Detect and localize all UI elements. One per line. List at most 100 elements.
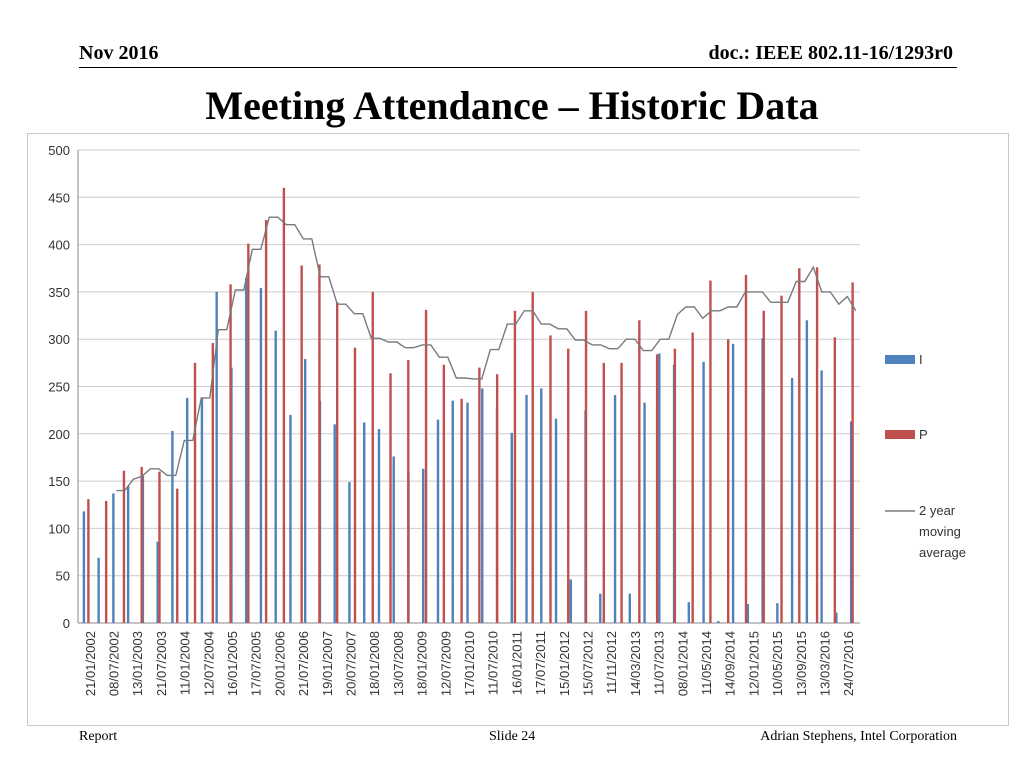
bar-I <box>185 397 189 623</box>
y-tick-label: 150 <box>48 474 70 489</box>
bar-P <box>691 332 694 623</box>
bar-I <box>112 493 115 623</box>
bar-P <box>140 466 143 623</box>
x-tick-label: 17/07/2005 <box>249 631 264 696</box>
x-tick-label: 14/09/2014 <box>723 631 738 696</box>
bar-I <box>687 602 691 623</box>
legend-swatch-p <box>885 430 915 439</box>
bar-I <box>377 429 381 623</box>
bar-P <box>513 310 517 623</box>
bar-I <box>200 397 204 623</box>
bar-I <box>274 330 277 623</box>
bar-I <box>481 388 484 623</box>
bar-P <box>584 310 588 623</box>
y-tick-label: 50 <box>56 569 70 584</box>
bar-I <box>392 456 395 623</box>
bar-I <box>628 593 632 623</box>
x-tick-label: 11/07/2013 <box>652 631 667 695</box>
bar-P <box>353 347 357 623</box>
bar-P <box>424 309 428 623</box>
x-tick-label: 20/07/2007 <box>344 631 359 696</box>
bar-P <box>442 364 446 623</box>
bar-P <box>709 280 712 623</box>
x-tick-label: 10/05/2015 <box>770 631 785 696</box>
bar-P <box>193 362 197 623</box>
y-tick-label: 300 <box>48 332 70 347</box>
bar-P <box>282 187 286 623</box>
x-tick-label: 24/07/2016 <box>841 631 856 696</box>
bar-P <box>389 373 392 623</box>
x-tick-label: 19/01/2007 <box>320 631 335 696</box>
bar-I <box>790 377 794 623</box>
bar-I <box>717 621 720 623</box>
bar-P <box>371 291 374 623</box>
bar-I <box>776 603 779 623</box>
bar-P <box>762 310 765 623</box>
bar-P <box>673 348 677 623</box>
bar-I <box>569 579 572 623</box>
bar-P <box>247 243 250 623</box>
bar-I <box>835 612 838 623</box>
bar-I <box>348 482 351 623</box>
bar-P <box>336 302 339 623</box>
bar-P <box>744 274 748 623</box>
bar-P <box>407 360 410 623</box>
x-tick-label: 17/07/2011 <box>533 631 548 695</box>
legend-label-i: I <box>919 352 923 367</box>
chart-frame <box>27 133 1009 726</box>
bar-I <box>702 361 705 623</box>
x-tick-label: 12/01/2015 <box>746 631 761 696</box>
bar-I <box>82 511 86 623</box>
bar-P <box>318 264 321 623</box>
bar-I <box>451 400 454 623</box>
y-tick-label: 250 <box>48 380 70 395</box>
x-tick-label: 20/01/2006 <box>272 631 287 696</box>
x-tick-label: 13/09/2015 <box>794 631 809 696</box>
moving-average-line <box>116 216 857 492</box>
bar-P <box>655 354 659 623</box>
bar-I <box>525 395 528 623</box>
bar-I <box>510 432 513 623</box>
bar-P <box>104 500 108 623</box>
attendance-chart: 0 50 100 150 200 250 300 350 400 450 500 21/01/2002… <box>48 143 966 696</box>
bar-I <box>97 557 100 623</box>
x-tick-label: 16/01/2005 <box>225 631 240 696</box>
bar-P <box>122 470 126 623</box>
bar-P <box>798 268 801 623</box>
x-tick-label: 11/07/2010 <box>486 631 501 695</box>
bar-I <box>436 419 440 623</box>
bar-I <box>259 288 263 623</box>
bar-I <box>244 277 248 623</box>
y-tick-label: 400 <box>48 238 70 253</box>
slide-number: Slide 24 <box>489 729 536 744</box>
x-tick-label: 13/01/2003 <box>130 631 145 696</box>
bar-P <box>780 295 783 623</box>
footer-left: Report <box>79 729 118 744</box>
bar-P <box>602 362 605 623</box>
legend-label-p: P <box>919 427 928 442</box>
bar-P <box>87 499 90 623</box>
bar-P <box>815 267 819 623</box>
x-tick-label: 14/03/2013 <box>628 631 643 696</box>
bar-P <box>495 374 499 623</box>
bar-I <box>554 418 558 623</box>
bar-P <box>727 339 730 623</box>
header-rule <box>79 67 957 68</box>
bar-P <box>638 320 641 623</box>
bar-I <box>422 468 425 623</box>
bar-I <box>746 604 750 623</box>
x-tick-label: 18/01/2008 <box>367 631 382 696</box>
header-date: Nov 2016 <box>79 42 159 64</box>
bar-P <box>158 471 161 623</box>
x-tick-label: 21/07/2003 <box>154 631 169 696</box>
bar-P <box>620 362 623 623</box>
bar-I <box>303 359 307 623</box>
bar-P <box>460 398 463 623</box>
bar-P <box>478 367 481 623</box>
y-tick-label: 100 <box>48 521 70 536</box>
bar-I <box>658 353 661 623</box>
bar-I <box>363 422 366 623</box>
bar-I <box>289 414 292 623</box>
bar-P <box>264 220 268 623</box>
x-tick-label: 11/01/2004 <box>178 631 193 695</box>
